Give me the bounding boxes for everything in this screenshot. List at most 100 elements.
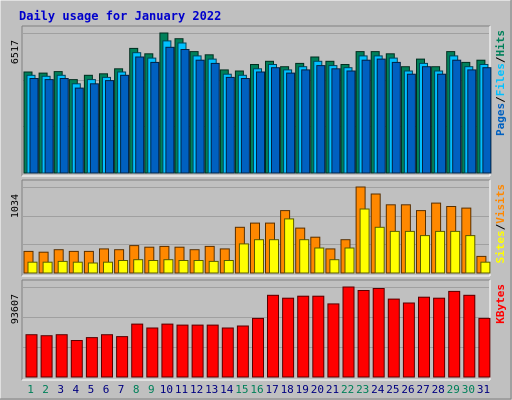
bar-kbytes-day-28 xyxy=(433,297,446,378)
bar-sites-day-14 xyxy=(223,260,234,274)
bar-pages-day-7 xyxy=(120,74,130,174)
bar-sites-day-22 xyxy=(344,247,355,274)
bar-kbytes-day-9 xyxy=(146,327,159,378)
bar-kbytes-day-24 xyxy=(372,288,385,378)
bar-kbytes-day-22 xyxy=(342,286,355,378)
legend-entry: Sites xyxy=(494,230,507,263)
bar-pages-day-9 xyxy=(150,61,160,174)
bar-pages-day-4 xyxy=(74,87,84,174)
bar-kbytes-day-31 xyxy=(478,317,491,378)
bar-pages-day-15 xyxy=(240,78,250,174)
bar-kbytes-day-3 xyxy=(55,334,68,378)
x-tick-label-day-16: 16 xyxy=(250,383,263,396)
bar-sites-day-7 xyxy=(118,260,129,274)
bar-pages-day-27 xyxy=(422,66,431,174)
panel-legend: Pages/Files/Hits xyxy=(494,30,507,136)
panel-kbytes: 93607 KBytes xyxy=(10,279,507,381)
bar-sites-day-24 xyxy=(374,226,385,274)
y-max-label: 1034 xyxy=(10,194,21,218)
bar-kbytes-day-12 xyxy=(191,324,204,378)
bar-kbytes-day-4 xyxy=(70,340,83,378)
bar-kbytes-day-10 xyxy=(161,323,174,378)
bar-kbytes-day-7 xyxy=(116,336,129,378)
bar-pages-day-11 xyxy=(180,49,190,174)
bar-pages-day-14 xyxy=(225,76,235,174)
bar-pages-day-1 xyxy=(29,78,39,174)
bar-pages-day-17 xyxy=(271,67,280,174)
bar-sites-day-30 xyxy=(465,235,476,274)
x-tick-label-day-27: 27 xyxy=(416,383,429,396)
bar-sites-day-28 xyxy=(435,230,446,274)
x-axis-day-labels: 1 2 3 4 5 6 7 8 9 10 11 12 13 14 15 16 17 18 19 20 21 22 23 24 2… xyxy=(27,383,490,396)
bar-pages-day-25 xyxy=(391,61,401,174)
bar-sites-day-21 xyxy=(329,259,340,274)
bar-pages-day-29 xyxy=(452,59,462,174)
bar-pages-day-8 xyxy=(135,56,145,174)
bar-sites-day-18 xyxy=(284,218,295,274)
bar-kbytes-day-5 xyxy=(85,337,98,378)
bar-pages-day-21 xyxy=(331,68,341,174)
legend-entry: Visits xyxy=(494,184,507,224)
bar-pages-day-2 xyxy=(44,79,54,174)
bar-sites-day-13 xyxy=(208,260,219,274)
x-tick-label-day-3: 3 xyxy=(57,383,64,396)
bar-pages-day-30 xyxy=(467,69,477,174)
bar-sites-day-3 xyxy=(57,260,68,274)
chart-title: Daily usage for January 2022 xyxy=(19,9,221,23)
bar-pages-day-24 xyxy=(376,58,386,174)
bar-sites-day-8 xyxy=(133,259,144,274)
bar-kbytes-day-2 xyxy=(40,335,53,378)
x-tick-label-day-10: 10 xyxy=(160,383,173,396)
bar-kbytes-day-1 xyxy=(25,334,38,378)
bar-kbytes-day-15 xyxy=(236,325,249,378)
bar-kbytes-day-13 xyxy=(206,324,219,378)
bar-kbytes-day-19 xyxy=(297,295,310,378)
legend-entry: KBytes xyxy=(494,284,507,324)
bar-pages-day-31 xyxy=(482,67,492,174)
bar-sites-day-5 xyxy=(87,262,98,274)
bar-pages-day-13 xyxy=(210,62,220,174)
bar-sites-day-20 xyxy=(314,247,325,274)
bar-sites-day-29 xyxy=(450,230,461,274)
bar-sites-day-1 xyxy=(27,261,38,274)
bar-pages-day-3 xyxy=(59,78,69,174)
x-tick-label-day-23: 23 xyxy=(356,383,369,396)
bar-kbytes-day-23 xyxy=(357,290,370,378)
bar-sites-day-6 xyxy=(103,261,113,274)
panel-legend: KBytes xyxy=(494,284,507,324)
x-tick-label-day-18: 18 xyxy=(281,383,294,396)
bar-kbytes-day-11 xyxy=(176,324,189,378)
bar-pages-day-18 xyxy=(286,72,296,174)
x-tick-label-day-19: 19 xyxy=(296,383,309,396)
legend-entry: Hits xyxy=(494,30,507,57)
x-tick-label-day-15: 15 xyxy=(235,383,248,396)
bar-kbytes-day-18 xyxy=(282,297,295,378)
y-max-label: 93607 xyxy=(10,294,21,324)
x-tick-label-day-11: 11 xyxy=(175,383,188,396)
bar-sites-day-4 xyxy=(72,261,83,274)
bar-kbytes-day-16 xyxy=(252,317,264,378)
x-tick-label-day-30: 30 xyxy=(462,383,475,396)
x-tick-label-day-26: 26 xyxy=(401,383,414,396)
bar-pages-day-23 xyxy=(361,59,371,174)
x-tick-label-day-8: 8 xyxy=(133,383,140,396)
x-tick-label-day-22: 22 xyxy=(341,383,354,396)
x-tick-label-day-1: 1 xyxy=(27,383,34,396)
bar-kbytes-day-30 xyxy=(463,294,476,378)
bar-kbytes-day-21 xyxy=(327,303,340,378)
bar-kbytes-day-8 xyxy=(131,323,144,378)
bar-sites-day-15 xyxy=(238,243,249,274)
bar-pages-day-5 xyxy=(89,83,99,174)
x-tick-label-day-4: 4 xyxy=(72,383,79,396)
x-tick-label-day-25: 25 xyxy=(386,383,399,396)
bar-sites-day-19 xyxy=(299,239,310,274)
bar-sites-day-26 xyxy=(404,230,415,274)
bar-sites-day-23 xyxy=(359,208,370,274)
x-tick-label-day-29: 29 xyxy=(447,383,460,396)
x-tick-label-day-31: 31 xyxy=(477,383,490,396)
x-tick-label-day-13: 13 xyxy=(205,383,218,396)
bar-kbytes-day-17 xyxy=(267,294,279,378)
bar-pages-day-22 xyxy=(346,70,356,174)
